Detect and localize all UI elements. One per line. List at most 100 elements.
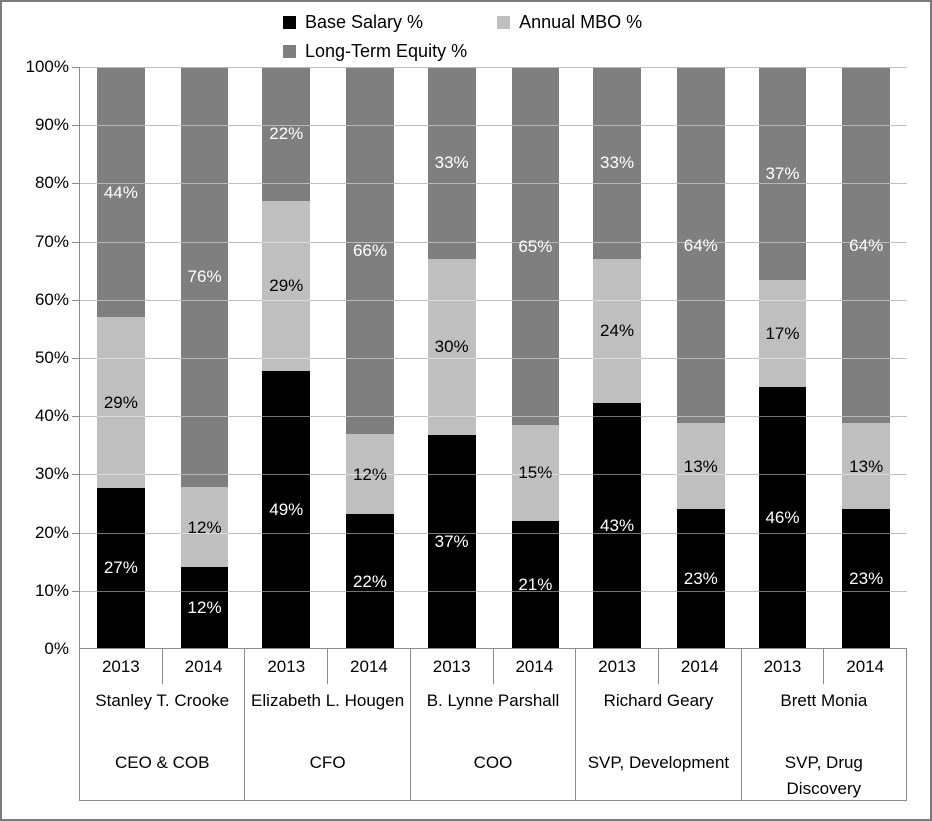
y-axis-tick-label: 30% [34,464,69,484]
year-row: 2013 2014 [576,649,740,684]
y-axis-tick-label: 50% [34,348,69,367]
gridline-overlay [80,299,907,301]
year-row: 2013 2014 [411,649,575,684]
bar-segment: 21% [511,520,560,648]
executive-name: Richard Geary [603,691,714,710]
executive-title: CEO & COB [114,753,210,772]
year-row: 2013 2014 [245,649,409,684]
stacked-bar: 21% 15% 65% [511,66,560,648]
gridline [72,125,907,127]
chart-area: 100% 90% 80% 70% 60% 50% 40% 30% 20% 10% 0% 27% 29%… [2,57,930,801]
data-label: 12% [187,517,222,537]
bar-segment: 13% [842,423,891,510]
bar-segment: 22% [346,514,394,648]
gridline [72,183,907,185]
data-label: 76% [187,267,222,287]
legend-swatch-icon [283,44,296,58]
gridline-overlay [80,416,907,418]
data-label: 64% [849,235,884,255]
data-label: 24% [600,321,635,341]
data-label: 33% [434,153,469,173]
data-label: 46% [765,508,800,528]
gridline [72,241,907,243]
bar-segment: 64% [842,66,891,424]
y-axis-tick-label: 70% [34,231,69,251]
category-axis: 2013 2014 Stanley T. Crooke CEO & COB 2013 20… [80,649,908,801]
executive-title: SVP, Drug Discovery [784,753,863,798]
data-label: 21% [518,574,553,594]
gridline-overlay [80,241,907,243]
data-label: 27% [103,558,138,578]
year-label: 2014 [846,656,885,676]
bar-segment: 23% [676,509,725,648]
gridline [72,67,907,68]
bar-segment: 13% [676,423,725,510]
category-group: 2013 2014 Richard Geary SVP, Development [576,649,742,800]
bar-segment: 12% [180,486,229,568]
year-label: 2014 [184,656,223,676]
bar-segment: 24% [593,258,641,404]
bar-segment: 30% [427,258,476,435]
data-label: 43% [600,516,635,536]
legend-item: Base Salary % [283,11,423,33]
bar-segment: 29% [262,200,311,372]
bar-segment: 76% [180,67,229,487]
bar-group: 27% 29% 44% 12% 12% 76% [80,67,245,648]
executive-title: CFO [309,753,346,772]
y-axis-tick-label: 40% [34,406,69,426]
data-label: 12% [187,598,222,618]
data-label: 23% [683,569,718,589]
gridline-overlay [80,474,907,476]
y-axis-tick-label: 90% [34,115,69,135]
gridline-overlay [80,532,907,534]
data-label: 13% [683,456,718,476]
year-label: 2014 [350,656,388,676]
bar-segment: 65% [511,66,560,426]
bar-segment: 66% [346,67,394,434]
gridline-overlay [80,183,907,185]
bar-segment: 33% [593,66,641,259]
data-label: 12% [352,464,387,484]
y-axis-tick-label: 0% [44,639,69,658]
bar-segment: 43% [593,403,641,648]
bar-group: 43% 24% 33% 23% 13% 64% [576,66,741,648]
bar-segment: 17% [758,280,807,388]
stacked-bar: 27% 29% 44% [97,67,145,648]
gridline-overlay [80,67,907,68]
legend-label: Long-Term Equity % [305,41,468,61]
bar-segment: 12% [346,433,394,515]
executive-title: SVP, Development [587,753,730,772]
bar-segment: 29% [97,317,145,488]
stacked-bar: 49% 29% 22% [262,67,311,648]
y-axis-tick-label: 60% [34,289,69,309]
bar-segment: 23% [842,509,891,648]
executive-name: Brett Monia [780,691,868,710]
gridline [72,358,907,359]
gridline [72,299,907,301]
stacked-bar: 43% 24% 33% [593,66,641,648]
gridline-overlay [80,358,907,359]
chart-body: 27% 29% 44% 12% 12% 76% 49% 29% 22% 22% 12% 66% 37% 3… [72,66,908,801]
data-label: 22% [352,571,387,591]
data-label: 37% [434,531,469,551]
bar-segment: 15% [511,425,560,521]
category-group: 2013 2014 Elizabeth L. Hougen CFO [245,649,411,800]
legend-swatch-icon [283,15,296,29]
bar-groups: 27% 29% 44% 12% 12% 76% 49% 29% 22% 22% 12% 66% 37% 3… [80,66,907,648]
year-row: 2013 2014 [742,649,906,684]
plot-area: 27% 29% 44% 12% 12% 76% 49% 29% 22% 22% 12% 66% 37% 3… [72,66,907,649]
year-label: 2013 [576,649,659,684]
legend-item: Annual MBO % [497,11,642,33]
executive-name: Stanley T. Crooke [95,691,230,710]
legend-label: Base Salary % [305,12,424,32]
bar-segment: 22% [262,67,311,201]
bar-segment: 37% [427,434,476,648]
legend-label: Annual MBO % [519,12,643,32]
data-label: 65% [518,236,553,256]
bar-segment: 37% [758,67,807,281]
bar-segment: 49% [262,371,311,648]
y-axis-tick-label: 80% [34,173,69,193]
bar-group: 46% 17% 37% 23% 13% 64% [742,66,907,648]
data-label: 37% [765,164,800,184]
